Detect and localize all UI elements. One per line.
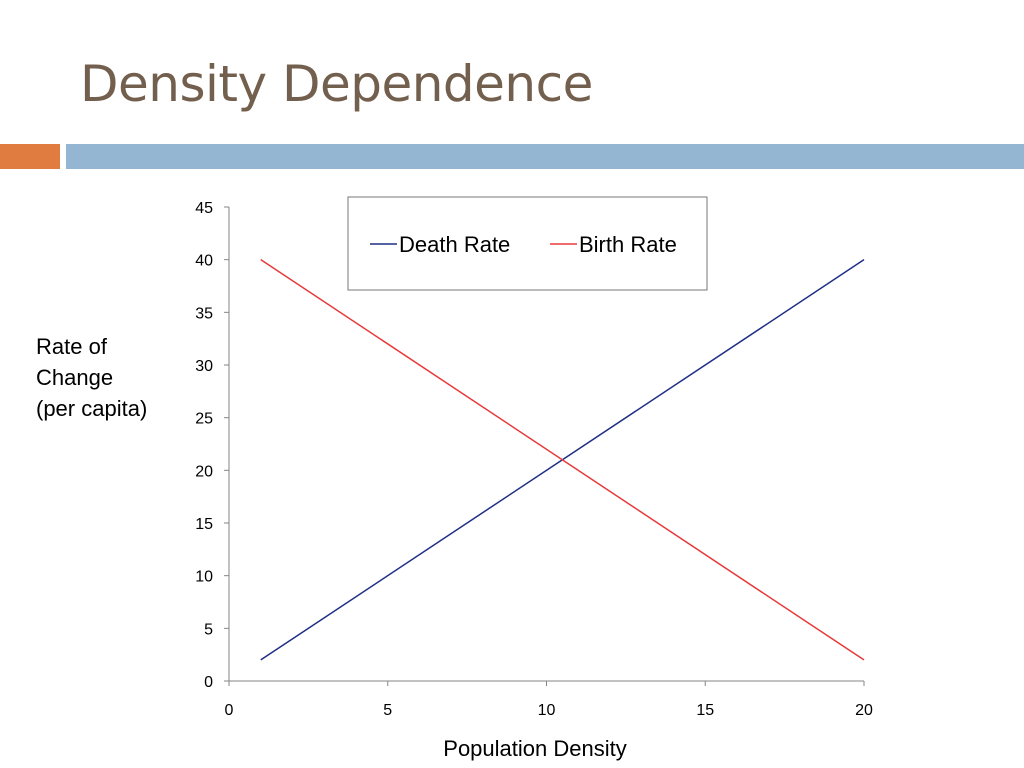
x-tick-label: 0 xyxy=(225,702,234,719)
chart-series xyxy=(260,259,865,661)
x-tick-label: 10 xyxy=(538,702,556,719)
x-tick-label: 15 xyxy=(696,702,714,719)
y-tick-label: 15 xyxy=(195,516,213,533)
y-tick-label: 35 xyxy=(195,305,213,322)
legend-label-birth-rate: Birth Rate xyxy=(579,232,677,257)
y-tick-label: 40 xyxy=(195,253,213,270)
accent-bar-orange xyxy=(0,144,60,169)
x-axis-label: Population Density xyxy=(443,736,627,761)
legend-label-death-rate: Death Rate xyxy=(399,232,510,257)
series-line-birth-rate xyxy=(260,259,865,661)
y-tick-label: 5 xyxy=(204,621,213,638)
chart-axes: 0 5 10 15 20 25 30 35 40 45 0 5 10 15 20 xyxy=(195,200,873,719)
y-tick-label: 0 xyxy=(204,674,213,691)
y-tick-label: 30 xyxy=(195,358,213,375)
y-tick-label: 25 xyxy=(195,411,213,428)
y-tick-label: 20 xyxy=(195,463,213,480)
x-tick-label: 5 xyxy=(383,702,392,719)
y-tick-label: 45 xyxy=(195,200,213,217)
y-tick-label: 10 xyxy=(195,569,213,586)
slide-title: Density Dependence xyxy=(80,55,593,113)
accent-bar-blue xyxy=(66,144,1024,169)
legend-box xyxy=(347,196,708,291)
y-axis-label: Rate of Change (per capita) xyxy=(36,334,148,421)
chart-legend: Death Rate Birth Rate xyxy=(347,196,708,291)
x-tick-label: 20 xyxy=(855,702,873,719)
